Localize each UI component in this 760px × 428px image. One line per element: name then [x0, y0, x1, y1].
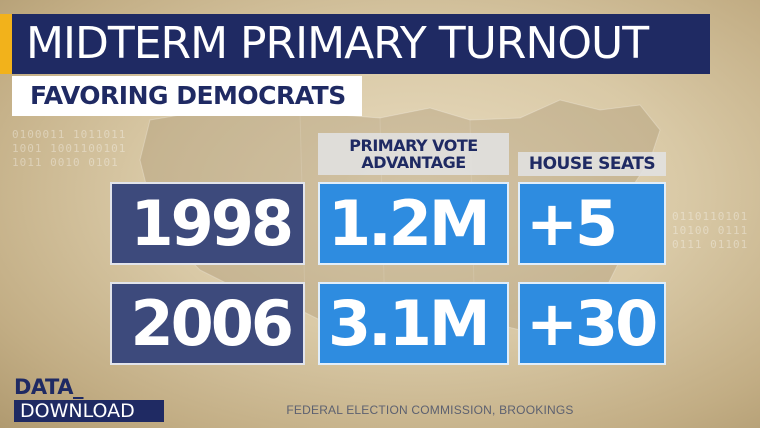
year-cell-1998: 1998 — [110, 182, 305, 265]
column-header-primary-vote-advantage: PRIMARY VOTE ADVANTAGE — [318, 133, 509, 175]
house-seats-cell-2006: +30 — [518, 282, 666, 365]
column-header-line: PRIMARY VOTE — [349, 136, 478, 155]
year-cell-2006: 2006 — [110, 282, 305, 365]
column-header-line: ADVANTAGE — [361, 153, 466, 172]
page-subtitle: FAVORING DEMOCRATS — [12, 76, 362, 116]
house-seats-cell-1998: +5 — [518, 182, 666, 265]
binary-decoration-left: 0100011 1011011 1001 1001100101 1011 0010 … — [12, 128, 127, 169]
source-credit: FEDERAL ELECTION COMMISSION, BROOKINGS — [286, 403, 574, 417]
page-title: MIDTERM PRIMARY TURNOUT — [12, 14, 710, 74]
vote-advantage-cell-1998: 1.2M — [318, 182, 509, 265]
vote-advantage-cell-2006: 3.1M — [318, 282, 509, 365]
brand-logo-data: DATA_ — [14, 375, 84, 399]
column-header-house-seats: HOUSE SEATS — [518, 152, 666, 176]
binary-decoration-right: 0110110101 10100 0111 0111 01101 — [672, 210, 749, 251]
accent-bar — [0, 14, 12, 74]
brand-logo-download: DOWNLOAD — [14, 400, 164, 422]
